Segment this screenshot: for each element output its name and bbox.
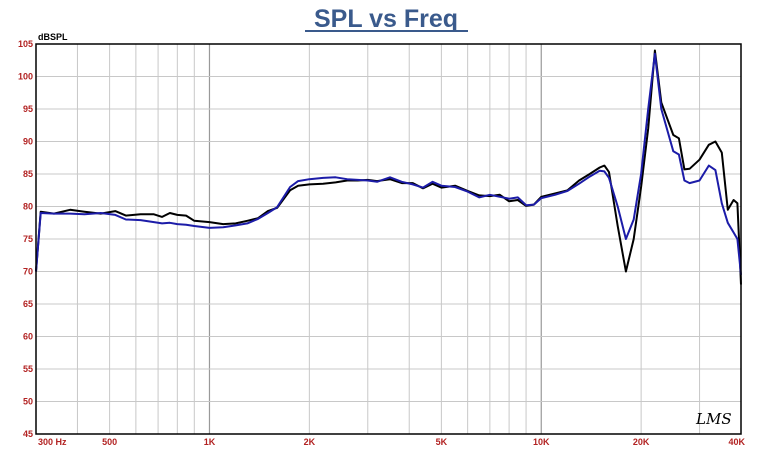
series-layer	[35, 49, 742, 285]
y-tick-label: 100	[18, 72, 33, 82]
series-line-2	[35, 52, 742, 275]
x-tick-labels: 300 Hz 500 1K 2K 5K 10K 20K 40K	[38, 437, 745, 447]
x-tick-label: 1K	[204, 437, 216, 447]
y-tick-label: 55	[23, 364, 33, 374]
y-tick-label: 95	[23, 104, 33, 114]
chart-title: SPL vs Freq	[314, 5, 458, 33]
x-tick-label: 40K	[728, 437, 745, 447]
y-tick-label: 80	[23, 202, 33, 212]
y-tick-labels: 105 100 95 90 85 80 75 70 65 60 55 50 45	[18, 39, 33, 439]
x-tick-label: 500	[102, 437, 117, 447]
x-tick-label: 300 Hz	[38, 437, 67, 447]
x-tick-label: 5K	[436, 437, 448, 447]
y-tick-label: 75	[23, 234, 33, 244]
y-tick-label: 65	[23, 299, 33, 309]
series-line-1	[35, 49, 742, 285]
y-tick-label: 60	[23, 332, 33, 342]
x-tick-label: 2K	[304, 437, 316, 447]
y-tick-label: 45	[23, 429, 33, 439]
lms-logo: LMS	[695, 410, 732, 428]
grid	[36, 44, 741, 434]
y-tick-label: 50	[23, 397, 33, 407]
y-axis-label: dBSPL	[38, 32, 68, 42]
y-tick-label: 85	[23, 169, 33, 179]
y-tick-label: 70	[23, 267, 33, 277]
plot-frame	[35, 43, 742, 435]
x-tick-label: 20K	[633, 437, 650, 447]
y-tick-label: 90	[23, 137, 33, 147]
y-tick-label: 105	[18, 39, 33, 49]
x-tick-label: 10K	[533, 437, 550, 447]
